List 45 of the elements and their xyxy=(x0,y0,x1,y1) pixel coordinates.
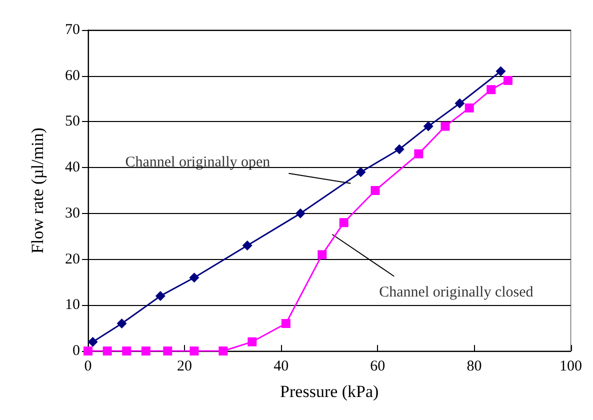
point xyxy=(394,144,404,154)
y-tick-label: 50 xyxy=(65,114,80,130)
point xyxy=(423,121,434,132)
point xyxy=(486,85,496,94)
annotation: Channel originally closed xyxy=(379,284,534,300)
y-tick-label: 0 xyxy=(72,343,80,359)
point xyxy=(116,318,127,328)
point xyxy=(356,167,366,178)
x-tick-label: 40 xyxy=(274,358,289,374)
y-tick-label: 20 xyxy=(65,251,80,268)
annotation: Channel originally open xyxy=(125,154,271,170)
point xyxy=(414,149,424,158)
point xyxy=(141,346,150,356)
point xyxy=(248,337,257,346)
point xyxy=(496,66,506,76)
point xyxy=(318,250,327,260)
point xyxy=(464,103,474,112)
x-tick-label: 20 xyxy=(177,358,192,374)
point xyxy=(218,346,228,356)
x-tick-label: 0 xyxy=(84,358,92,374)
point xyxy=(242,240,252,251)
x-axis-title: Pressure (kPa) xyxy=(280,382,379,401)
point xyxy=(155,290,166,301)
point xyxy=(295,208,306,218)
x-tick-label: 60 xyxy=(370,358,386,374)
y-tick-label: 60 xyxy=(65,68,80,84)
point xyxy=(454,98,465,108)
point xyxy=(189,272,200,283)
x-tick-label: 100 xyxy=(560,358,582,374)
y-tick-label: 30 xyxy=(65,205,80,222)
point xyxy=(339,218,348,228)
y-tick-label: 40 xyxy=(65,160,80,176)
point xyxy=(440,122,450,131)
y-axis-title: Flow rate (µl/min) xyxy=(28,128,47,254)
y-tick-label: 70 xyxy=(65,22,80,38)
point xyxy=(88,336,98,347)
point xyxy=(163,346,172,356)
point xyxy=(190,346,199,356)
point xyxy=(281,318,290,328)
point xyxy=(503,76,512,85)
y-tick-label: 10 xyxy=(65,297,80,314)
x-tick-label: 80 xyxy=(466,358,482,374)
point xyxy=(370,186,380,195)
point xyxy=(102,346,112,356)
point xyxy=(122,346,132,356)
